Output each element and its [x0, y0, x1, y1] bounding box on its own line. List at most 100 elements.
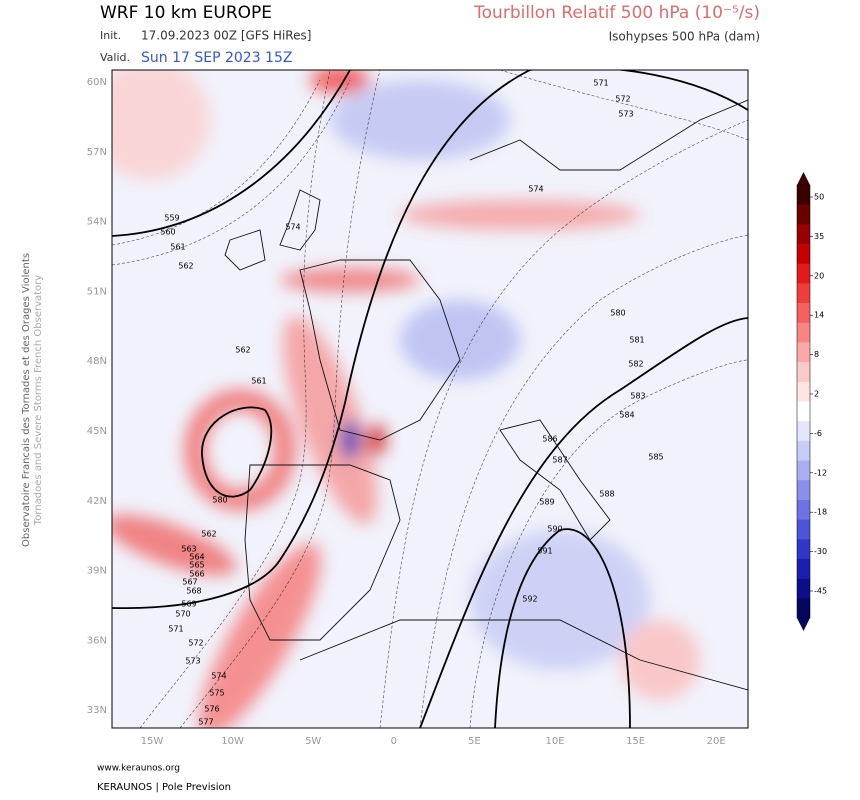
- valid-label: Valid.: [100, 51, 130, 64]
- contour-label: 572: [188, 639, 203, 648]
- colorbar-band: [797, 185, 810, 205]
- contour-label: 590: [547, 525, 562, 534]
- init-label: Init.: [100, 29, 121, 42]
- colorbar-band: [797, 303, 810, 324]
- contour-label: 571: [168, 625, 183, 634]
- contour-label: 586: [542, 435, 557, 444]
- colorbar-band: [797, 283, 810, 304]
- colorbar-band: [797, 578, 810, 599]
- contour-label: 562: [178, 262, 193, 271]
- lat-label: 48N: [87, 356, 107, 367]
- contour-label: 566: [189, 570, 204, 579]
- contour-label: 588: [599, 490, 614, 499]
- colorbar-band: [797, 519, 810, 540]
- contour-label: 585: [648, 453, 663, 462]
- footer-site: www.keraunos.org: [97, 764, 180, 774]
- colorbar-band: [797, 204, 810, 225]
- contour-label: 573: [618, 110, 633, 119]
- contour-label: 572: [615, 95, 630, 104]
- contour-label: 574: [211, 672, 226, 681]
- init: 17.09.2023 00Z [GFS HiRes]: [141, 29, 311, 43]
- colorbar-band: [797, 263, 810, 284]
- lon-label: 5E: [468, 736, 481, 747]
- contour-label: 568: [186, 587, 201, 596]
- lat-label: 54N: [87, 217, 107, 228]
- contour-label: 561: [170, 243, 185, 252]
- contour-label: 562: [235, 346, 250, 355]
- contour-label: 564: [189, 553, 204, 562]
- contour-label: 584: [619, 411, 634, 420]
- valid: Sun 17 SEP 2023 15Z: [141, 50, 292, 66]
- contour-label: 576: [204, 705, 219, 714]
- colorbar-band: [797, 460, 810, 481]
- footer-credit: KERAUNOS | Pole Prevision: [97, 782, 231, 793]
- colorbar-band: [797, 539, 810, 560]
- contour-title: Isohypses 500 hPa (dam): [609, 30, 760, 44]
- contour-label: 565: [189, 561, 204, 570]
- colorbar-arrow-bottom: [797, 618, 810, 631]
- contour-label: 575: [209, 689, 224, 698]
- colorbar-band: [797, 558, 810, 579]
- contour-label: 574: [528, 185, 543, 194]
- title: WRF 10 km EUROPE: [100, 3, 272, 23]
- lon-label: 0: [391, 736, 397, 747]
- field-title: Tourbillon Relatif 500 hPa (10⁻⁵/s): [473, 3, 760, 23]
- contour-label: 559: [164, 214, 179, 223]
- lat-label: 51N: [87, 286, 107, 297]
- contour-label: 591: [537, 547, 552, 556]
- contour-label: 574: [285, 223, 300, 232]
- colorbar-band: [797, 322, 810, 343]
- colorbar-band: [797, 381, 810, 402]
- lat-label: 42N: [87, 496, 107, 507]
- colorbar-band: [797, 362, 810, 383]
- lon-label: 15E: [626, 736, 645, 747]
- colorbar-band: [797, 499, 810, 520]
- colorbar-tick-label: -18: [814, 508, 827, 517]
- contour-label: 570: [175, 610, 190, 619]
- contour-label: 567: [182, 578, 197, 587]
- contour-label: 589: [539, 498, 554, 507]
- colorbar-tick-label: -12: [814, 468, 827, 477]
- contour-label: 569: [181, 600, 196, 609]
- colorbar-tick-label: -45: [814, 587, 827, 596]
- colorbar-tick-label: 20: [814, 271, 824, 280]
- colorbar-tick-label: 8: [814, 350, 819, 359]
- lat-label: 39N: [87, 566, 107, 577]
- contour-label: 580: [212, 496, 227, 505]
- lat-label: 57N: [87, 147, 107, 158]
- map-field: [112, 70, 748, 728]
- contour-label: 563: [181, 545, 196, 554]
- colorbar-tick-label: 50: [814, 193, 824, 202]
- colorbar-band: [797, 598, 810, 619]
- colorbar-band: [797, 342, 810, 363]
- colorbar-tick-label: 2: [814, 390, 819, 399]
- contour-label: 577: [198, 718, 213, 727]
- contour-label: 562: [201, 530, 216, 539]
- lat-label: 36N: [87, 635, 107, 646]
- colorbar-frame: [796, 184, 811, 619]
- lat-label: 33N: [87, 705, 107, 716]
- contour-label: 582: [628, 360, 643, 369]
- lon-label: 20E: [707, 736, 726, 747]
- contour-label: 581: [629, 336, 644, 345]
- contour-label: 560: [160, 228, 175, 237]
- colorbar-band: [797, 224, 810, 245]
- lon-label: 5W: [305, 736, 321, 747]
- lon-label: 15W: [141, 736, 164, 747]
- lon-label: 10E: [545, 736, 564, 747]
- lat-label: 45N: [87, 426, 107, 437]
- colorbar-tick-label: -30: [814, 547, 827, 556]
- map-frame: [111, 69, 749, 729]
- lon-label: 10W: [221, 736, 244, 747]
- colorbar-band: [797, 440, 810, 461]
- contour-label: 580: [610, 309, 625, 318]
- colorbar-tick-label: 14: [814, 311, 824, 320]
- colorbar-band: [797, 401, 810, 422]
- contour-label: 573: [185, 657, 200, 666]
- contour-label: 561: [251, 377, 266, 386]
- colorbar-band: [797, 421, 810, 442]
- contour-label: 583: [630, 392, 645, 401]
- colorbar-arrow-top: [797, 172, 810, 185]
- colorbar-tick-label: -6: [814, 429, 822, 438]
